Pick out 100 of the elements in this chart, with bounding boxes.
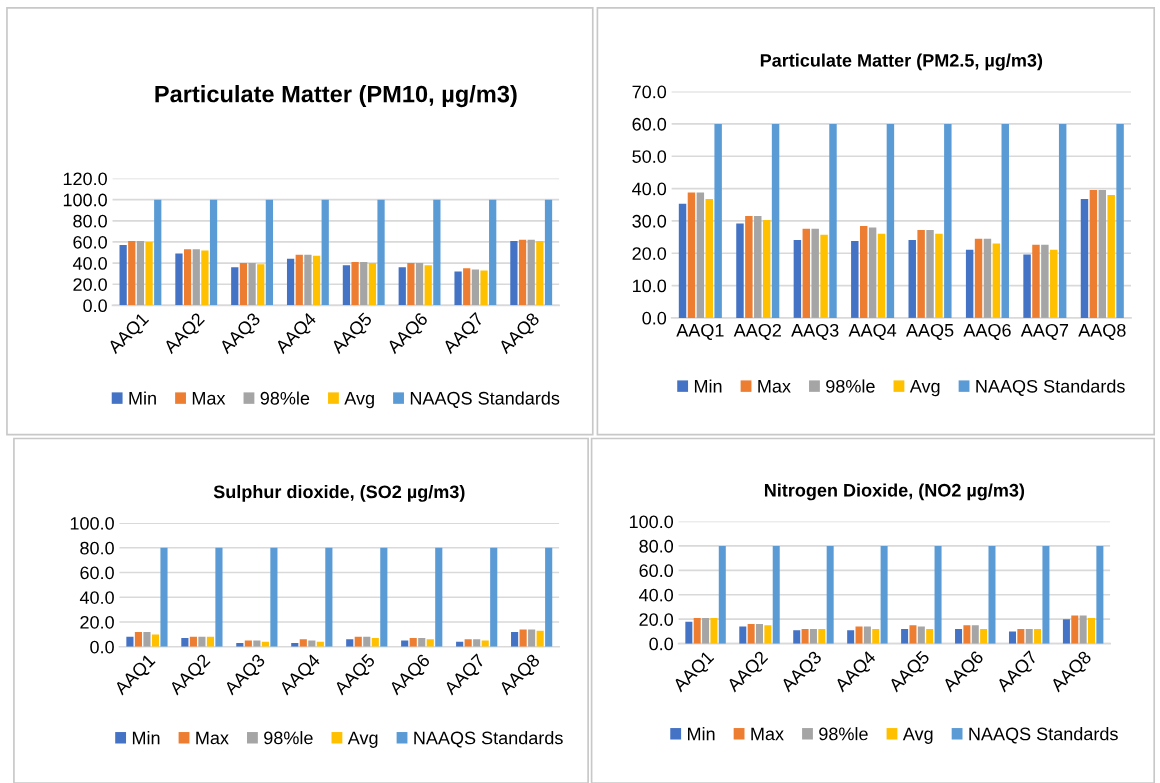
- bar: [435, 547, 443, 647]
- bar: [1089, 189, 1098, 318]
- bar: [418, 638, 426, 647]
- bar: [407, 263, 415, 306]
- bar: [983, 238, 992, 318]
- bar: [992, 243, 1001, 318]
- bar: [1042, 545, 1050, 644]
- bar: [917, 229, 925, 318]
- bar: [745, 216, 753, 318]
- bar: [454, 271, 462, 306]
- bar: [685, 621, 693, 644]
- bar: [1096, 545, 1104, 644]
- bar: [901, 628, 909, 644]
- bar: [1023, 254, 1031, 318]
- bar: [909, 625, 917, 644]
- legend-label: NAAQS Standards: [969, 727, 1118, 744]
- bar: [851, 240, 859, 318]
- bar: [696, 192, 705, 318]
- bar: [464, 639, 472, 647]
- bar: [265, 199, 274, 306]
- bar: [433, 199, 441, 306]
- bar: [342, 265, 351, 306]
- bar: [463, 268, 471, 306]
- x-tick-label: AAQ3: [791, 323, 839, 340]
- bar: [181, 638, 189, 647]
- legend-label: 98%le: [264, 731, 313, 745]
- chart-title: Particulate Matter (PM10, µg/m3): [155, 85, 517, 108]
- bar: [312, 255, 321, 306]
- bar: [398, 267, 406, 306]
- bar: [160, 547, 168, 647]
- legend-label: Max: [196, 731, 229, 745]
- bar: [1088, 617, 1096, 644]
- bar: [702, 617, 710, 644]
- legend-label: Min: [694, 379, 722, 393]
- bar: [134, 631, 143, 647]
- bar: [877, 233, 886, 318]
- x-tick-label: AAQ8: [1078, 323, 1126, 340]
- y-tick-label: 60.0: [73, 235, 107, 249]
- bar: [215, 547, 223, 647]
- bar: [1050, 249, 1058, 318]
- bar: [510, 240, 518, 306]
- bar: [872, 628, 880, 644]
- bar: [855, 626, 863, 644]
- bar: [270, 547, 278, 647]
- legend-label: Max: [192, 392, 226, 405]
- bar: [201, 250, 209, 306]
- bar: [1025, 628, 1033, 644]
- bar: [409, 638, 417, 647]
- y-tick-label: 80.0: [80, 541, 114, 555]
- bar: [119, 245, 127, 306]
- y-tick-label: 40.0: [79, 591, 114, 604]
- bar: [754, 216, 762, 318]
- y-tick-label: 60.0: [632, 117, 667, 131]
- legend-label: Min: [688, 727, 715, 741]
- bar: [771, 123, 780, 318]
- bar: [154, 199, 162, 306]
- bar: [471, 269, 480, 306]
- bar: [859, 226, 868, 318]
- bar: [346, 639, 354, 647]
- bar: [1001, 123, 1009, 318]
- bar: [248, 263, 256, 306]
- y-tick-label: 60.0: [80, 566, 114, 580]
- bar: [988, 545, 996, 644]
- bar: [678, 203, 687, 318]
- bar: [801, 628, 809, 644]
- y-tick-label: 40.0: [72, 257, 107, 270]
- bar: [511, 631, 519, 647]
- x-tick-label: AAQ6: [963, 323, 1011, 340]
- y-tick-label: 20.0: [639, 613, 674, 626]
- bar: [295, 254, 303, 306]
- bar: [1071, 615, 1079, 644]
- bar: [809, 628, 817, 644]
- bar: [299, 639, 307, 647]
- legend-label: Avg: [347, 731, 378, 748]
- x-tick-label: AAQ4: [848, 323, 897, 340]
- bar: [368, 263, 377, 306]
- bar: [519, 629, 527, 647]
- legend-label: Avg: [344, 392, 374, 409]
- bar: [880, 545, 888, 644]
- bar: [963, 625, 971, 644]
- legend-label: 98%le: [826, 379, 875, 393]
- bar: [1062, 619, 1070, 644]
- bar: [802, 228, 811, 318]
- bar: [944, 123, 952, 318]
- bar: [820, 234, 828, 318]
- bar: [934, 545, 942, 644]
- y-tick-label: 60.0: [639, 564, 674, 578]
- bar: [793, 630, 801, 644]
- y-tick-label: 30.0: [632, 214, 667, 228]
- bar: [175, 253, 183, 306]
- bar: [489, 199, 497, 306]
- bar: [747, 624, 755, 644]
- legend-label: Min: [132, 731, 160, 745]
- bar: [480, 270, 488, 306]
- bar: [377, 199, 385, 306]
- bar: [536, 240, 544, 306]
- bar: [360, 262, 368, 306]
- legend-label: 98%le: [260, 391, 310, 405]
- bar: [257, 264, 265, 306]
- bar: [886, 123, 895, 318]
